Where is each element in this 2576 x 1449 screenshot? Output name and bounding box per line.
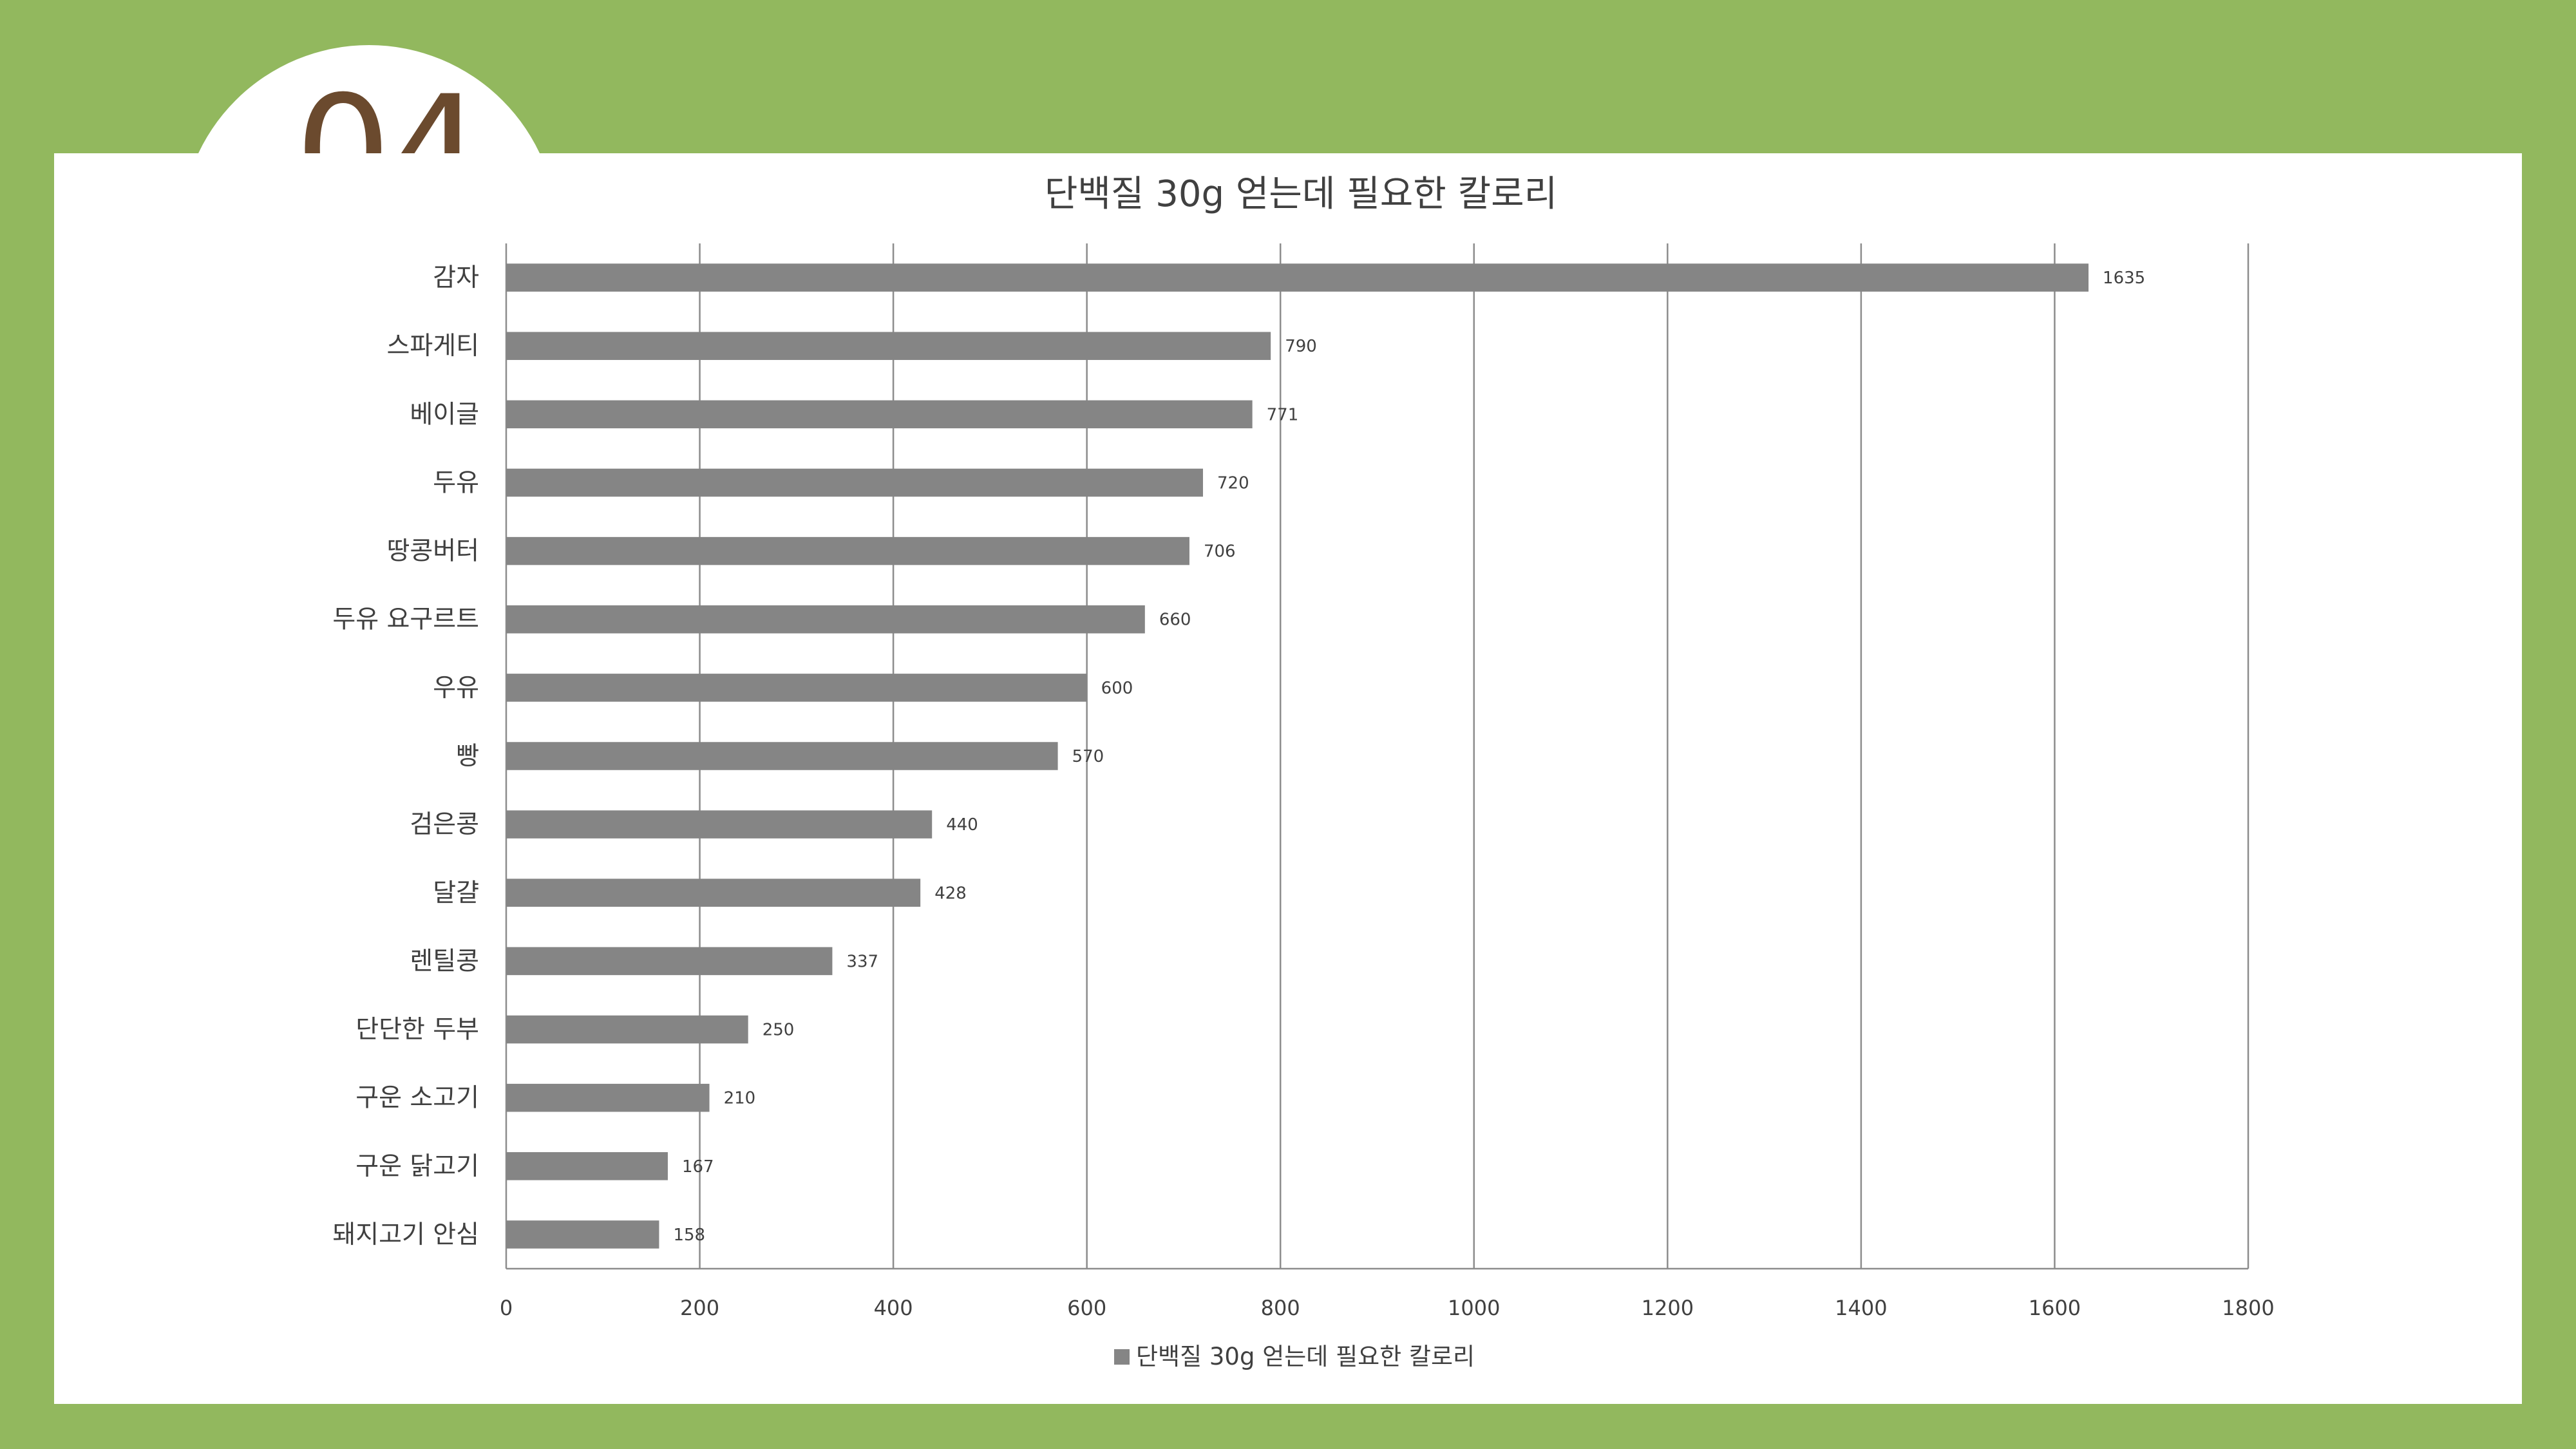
category-label: 감자 xyxy=(433,263,479,292)
data-label: 158 xyxy=(673,1226,705,1245)
category-label: 단단한 두부 xyxy=(355,1016,479,1045)
legend: 단백질 30g 얻는데 필요한 칼로리 xyxy=(1114,1343,1475,1370)
category-label: 땅콩버터 xyxy=(386,537,479,566)
bar xyxy=(506,263,2089,292)
category-label: 우유 xyxy=(433,674,479,703)
chart-title: 단백질 30g 얻는데 필요한 칼로리 xyxy=(1045,173,1557,215)
x-tick-label: 800 xyxy=(1261,1296,1300,1320)
x-tick-label: 1200 xyxy=(1642,1296,1694,1320)
bar xyxy=(506,878,921,907)
bar xyxy=(506,468,1203,497)
bar xyxy=(506,947,833,976)
data-label: 660 xyxy=(1159,611,1191,630)
bar xyxy=(506,674,1087,702)
category-label: 검은콩 xyxy=(410,810,479,839)
bar xyxy=(506,1152,668,1180)
x-tick-label: 1600 xyxy=(2029,1296,2081,1320)
bar xyxy=(506,1015,748,1044)
data-label: 600 xyxy=(1101,679,1133,698)
data-label: 1635 xyxy=(2103,269,2145,288)
category-label: 달걀 xyxy=(433,878,479,907)
x-tick-label: 200 xyxy=(680,1296,719,1320)
category-label: 렌틸콩 xyxy=(410,947,479,976)
labels: 0 200 400 600 800 1000 1200 1400 1600 1800 감자 1635 스… xyxy=(332,263,2274,1320)
data-label: 250 xyxy=(762,1021,795,1040)
data-label: 337 xyxy=(846,952,878,971)
bar xyxy=(506,400,1253,429)
x-tick-label: 1800 xyxy=(2222,1296,2274,1320)
category-label: 빵 xyxy=(456,742,479,771)
category-label: 구운 닭고기 xyxy=(355,1152,479,1181)
data-label: 570 xyxy=(1072,747,1104,766)
data-label: 210 xyxy=(724,1089,756,1108)
category-label: 베이글 xyxy=(410,400,479,429)
bar xyxy=(506,1220,659,1249)
bar xyxy=(506,742,1058,770)
legend-swatch xyxy=(1114,1349,1130,1365)
data-label: 440 xyxy=(946,815,978,835)
bar xyxy=(506,810,933,838)
bars xyxy=(506,263,2089,1249)
gridlines xyxy=(505,243,2249,1270)
data-label: 771 xyxy=(1267,405,1299,424)
x-tick-label: 400 xyxy=(874,1296,913,1320)
x-tick-label: 600 xyxy=(1067,1296,1106,1320)
data-label: 167 xyxy=(682,1157,714,1177)
category-label: 스파게티 xyxy=(386,332,479,361)
x-tick-label: 1000 xyxy=(1448,1296,1500,1320)
x-tick-label: 1400 xyxy=(1835,1296,1887,1320)
data-label: 720 xyxy=(1217,473,1249,493)
data-label: 790 xyxy=(1285,337,1317,356)
bar xyxy=(506,605,1145,634)
bar xyxy=(506,536,1189,565)
x-tick-label: 0 xyxy=(500,1296,513,1320)
data-label: 706 xyxy=(1204,542,1236,562)
chart-panel: 단백질 30g 얻는데 필요한 칼로리 0 200 400 600 800 1000 120… xyxy=(54,153,2522,1404)
bar xyxy=(506,1083,710,1112)
bar xyxy=(506,332,1271,360)
category-label: 구운 소고기 xyxy=(355,1084,479,1113)
data-label: 428 xyxy=(934,884,967,903)
category-label: 두유 xyxy=(433,468,479,497)
category-label: 두유 요구르트 xyxy=(332,605,479,634)
category-label: 돼지고기 안심 xyxy=(332,1220,479,1249)
bar-chart: 단백질 30g 얻는데 필요한 칼로리 0 200 400 600 800 1000 120… xyxy=(332,173,2274,1370)
legend-label: 단백질 30g 얻는데 필요한 칼로리 xyxy=(1136,1343,1475,1370)
